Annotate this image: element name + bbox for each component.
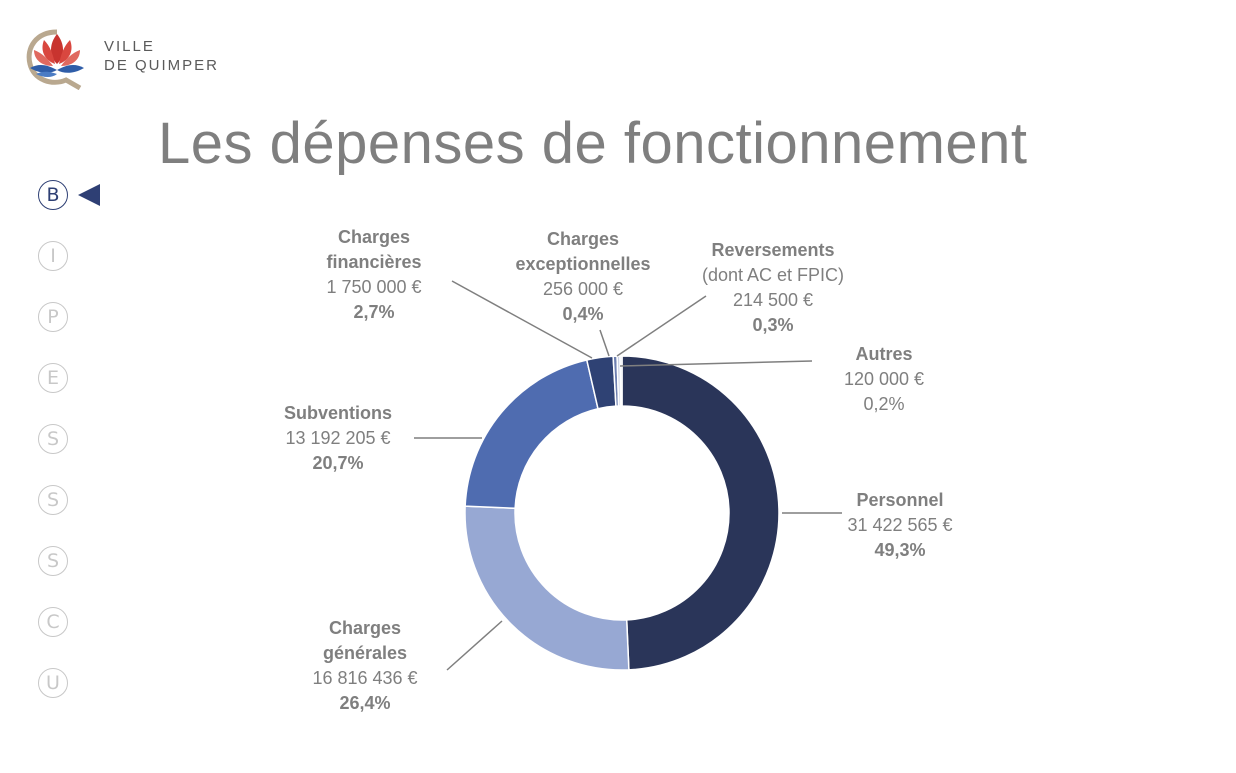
label-amount-charges-financieres: 1 750 000 € — [326, 277, 421, 297]
nav-item-label: I — [38, 241, 68, 271]
leader-line-charges-generales — [446, 620, 503, 671]
nav-item-label: C — [38, 607, 68, 637]
nav-item-7[interactable]: S — [36, 544, 72, 580]
slice-charges-generales[interactable] — [464, 505, 630, 671]
nav-item-4[interactable]: E — [36, 361, 72, 397]
label-name-reversements: Reversements — [711, 240, 834, 260]
label-name-autres: Autres — [855, 344, 912, 364]
nav-item-1[interactable]: B — [36, 178, 100, 214]
nav-item-3[interactable]: P — [36, 300, 72, 336]
label-amount-reversements: 214 500 € — [733, 290, 813, 310]
nav-item-label: S — [38, 424, 68, 454]
quimper-logo-icon — [26, 29, 84, 91]
label-name-charges-exceptionnelles: Charges — [547, 229, 619, 249]
nav-item-9[interactable]: U — [36, 666, 72, 702]
label-percent-charges-exceptionnelles: 0,4% — [562, 304, 603, 324]
logo-line-2: DE QUIMPER — [104, 57, 220, 74]
label-amount-charges-exceptionnelles: 256 000 € — [543, 279, 623, 299]
leader-line-autres — [619, 360, 813, 367]
leader-line-charges-financieres — [451, 280, 593, 359]
logo-line-1: VILLE — [104, 38, 155, 55]
page-title: Les dépenses de fonctionnement — [158, 111, 1028, 176]
logo-text: VILLE DE QUIMPER — [104, 37, 219, 75]
nav-item-label: B — [38, 180, 68, 210]
nav-item-label: E — [38, 363, 68, 393]
label-amount-personnel: 31 422 565 € — [847, 515, 952, 535]
label-amount-autres: 120 000 € — [844, 369, 924, 389]
label-name-charges-generales: Charges — [329, 618, 401, 638]
label-name-charges-financieres: financières — [326, 252, 421, 272]
nav-item-label: U — [38, 668, 68, 698]
label-name-personnel: Personnel — [856, 490, 943, 510]
label-subtitle-reversements: (dont AC et FPIC) — [702, 265, 844, 285]
label-name-charges-generales: générales — [323, 643, 407, 663]
leader-line-charges-exceptionnelles — [599, 329, 610, 357]
nav-item-8[interactable]: C — [36, 605, 72, 641]
nav-item-5[interactable]: S — [36, 422, 72, 458]
label-name-charges-financieres: Charges — [338, 227, 410, 247]
nav-item-label: S — [38, 546, 68, 576]
label-name-charges-exceptionnelles: exceptionnelles — [515, 254, 650, 274]
nav-item-label: P — [38, 302, 68, 332]
logo: VILLE DE QUIMPER — [22, 24, 242, 91]
label-percent-reversements: 0,3% — [752, 315, 793, 335]
leader-line-reversements — [616, 295, 707, 357]
label-amount-subventions: 13 192 205 € — [285, 428, 390, 448]
label-name-subventions: Subventions — [284, 403, 392, 423]
slice-autres[interactable] — [619, 355, 623, 407]
label-amount-charges-generales: 16 816 436 € — [312, 668, 417, 688]
label-percent-subventions: 20,7% — [312, 453, 363, 473]
label-percent-autres: 0,2% — [863, 394, 904, 414]
label-percent-charges-financieres: 2,7% — [353, 302, 394, 322]
nav-item-2[interactable]: I — [36, 239, 72, 275]
label-percent-charges-generales: 26,4% — [339, 693, 390, 713]
slice-subventions[interactable] — [464, 359, 599, 510]
nav-item-6[interactable]: S — [36, 483, 72, 519]
nav-item-label: S — [38, 485, 68, 515]
slice-personnel[interactable] — [621, 355, 780, 671]
active-pointer-icon — [78, 184, 100, 206]
label-percent-personnel: 49,3% — [874, 540, 925, 560]
